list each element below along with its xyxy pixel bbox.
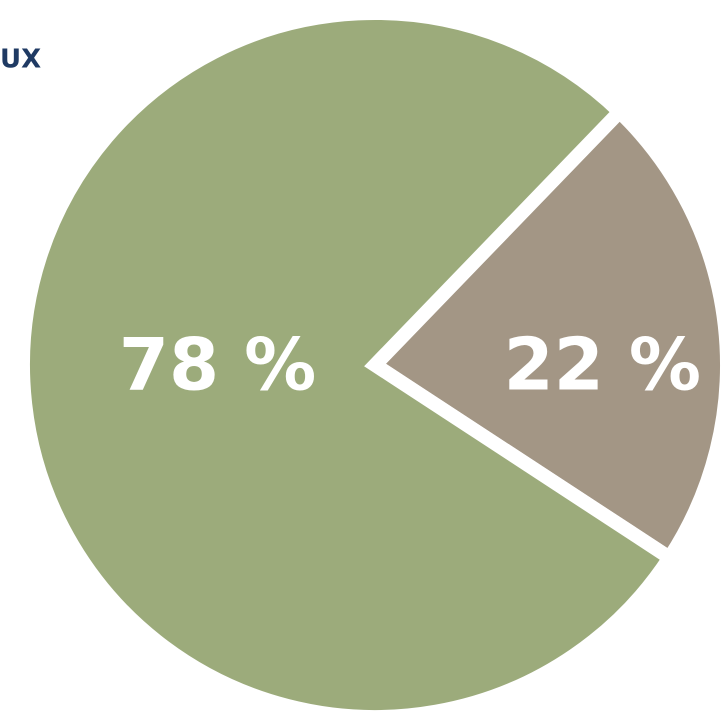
value-label: 22 % <box>504 323 701 407</box>
pie-slice <box>16 6 680 714</box>
chart-title: UX <box>0 45 41 75</box>
value-label: 78 % <box>119 323 316 407</box>
